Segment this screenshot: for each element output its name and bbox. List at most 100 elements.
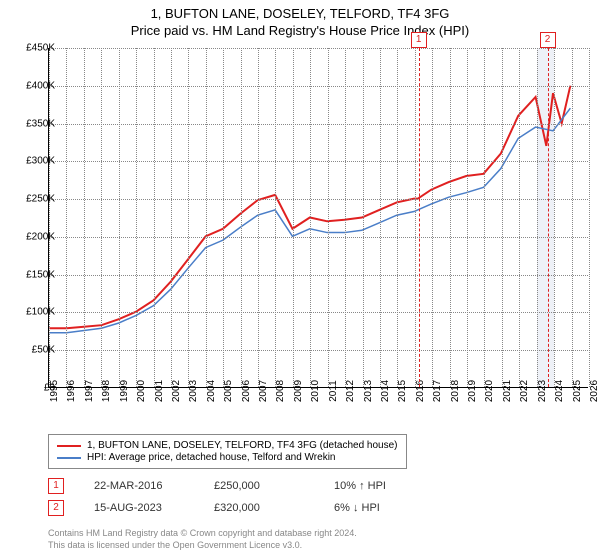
x-tick-label: 2017 [432,380,443,402]
gridline-h [49,350,588,351]
gridline-h [49,237,588,238]
x-tick-label: 2022 [519,380,530,402]
transaction-date: 22-MAR-2016 [94,480,184,492]
x-tick-label: 2015 [397,380,408,402]
gridline-h [49,199,588,200]
x-tick-label: 2010 [310,380,321,402]
attribution: Contains HM Land Registry data © Crown c… [48,528,357,551]
y-tick-label: £50K [32,345,55,356]
x-tick-label: 1996 [66,380,77,402]
y-tick-label: £350K [26,118,55,129]
x-tick-label: 2025 [572,380,583,402]
y-tick-label: £400K [26,80,55,91]
legend-label: HPI: Average price, detached house, Telf… [87,452,336,463]
y-tick-label: £300K [26,156,55,167]
y-tick-label: £150K [26,269,55,280]
legend-swatch [57,445,81,447]
x-tick-label: 2021 [502,380,513,402]
gridline-h [49,161,588,162]
x-tick-label: 2005 [223,380,234,402]
chart-container: 1, BUFTON LANE, DOSELEY, TELFORD, TF4 3F… [0,0,600,560]
x-tick-label: 2004 [206,380,217,402]
transaction-marker: 1 [48,478,64,494]
gridline-v [310,48,311,387]
line-plot-svg [49,48,588,387]
gridline-h [49,124,588,125]
title-line1: 1, BUFTON LANE, DOSELEY, TELFORD, TF4 3F… [0,6,600,21]
legend-item: HPI: Average price, detached house, Telf… [57,452,398,463]
plot-area: 1995199619971998199920002001200220032004… [48,48,588,388]
transaction-date: 15-AUG-2023 [94,502,184,514]
legend: 1, BUFTON LANE, DOSELEY, TELFORD, TF4 3F… [48,434,407,469]
gridline-h [49,48,588,49]
event-marker-line [548,48,549,387]
gridline-v [258,48,259,387]
gridline-v [554,48,555,387]
x-tick-label: 2019 [467,380,478,402]
transaction-row: 1 22-MAR-2016 £250,000 10% ↑ HPI [48,478,424,494]
gridline-h [49,312,588,313]
gridline-v [101,48,102,387]
gridline-v [171,48,172,387]
x-tick-label: 2006 [241,380,252,402]
title-block: 1, BUFTON LANE, DOSELEY, TELFORD, TF4 3F… [0,0,600,38]
gridline-v [450,48,451,387]
gridline-v [66,48,67,387]
x-tick-label: 2011 [328,380,339,402]
gridline-h [49,275,588,276]
gridline-v [397,48,398,387]
title-line2: Price paid vs. HM Land Registry's House … [0,23,600,38]
x-tick-label: 2012 [345,380,356,402]
gridline-v [275,48,276,387]
x-tick-label: 2001 [154,380,165,402]
transactions-table: 1 22-MAR-2016 £250,000 10% ↑ HPI 2 15-AU… [48,478,424,522]
gridline-v [537,48,538,387]
x-tick-label: 2018 [450,380,461,402]
gridline-v [206,48,207,387]
event-marker-box: 2 [540,32,556,48]
transaction-price: £250,000 [214,480,304,492]
x-tick-label: 2002 [171,380,182,402]
gridline-v [84,48,85,387]
x-tick-label: 1998 [101,380,112,402]
transaction-marker: 2 [48,500,64,516]
event-marker-box: 1 [411,32,427,48]
gridline-v [467,48,468,387]
x-tick-label: 2007 [258,380,269,402]
gridline-v [380,48,381,387]
transaction-delta: 6% ↓ HPI [334,502,424,514]
attribution-line1: Contains HM Land Registry data © Crown c… [48,528,357,540]
gridline-v [363,48,364,387]
x-tick-label: 2026 [589,380,600,402]
x-tick-label: 1997 [84,380,95,402]
x-tick-label: 2009 [293,380,304,402]
gridline-v [415,48,416,387]
gridline-v [502,48,503,387]
gridline-v [119,48,120,387]
x-tick-label: 2013 [363,380,374,402]
x-tick-label: 2016 [415,380,426,402]
gridline-h [49,86,588,87]
attribution-line2: This data is licensed under the Open Gov… [48,540,357,552]
x-tick-label: 2008 [275,380,286,402]
gridline-v [223,48,224,387]
legend-swatch [57,457,81,459]
legend-label: 1, BUFTON LANE, DOSELEY, TELFORD, TF4 3F… [87,440,398,451]
transaction-delta: 10% ↑ HPI [334,480,424,492]
gridline-v [484,48,485,387]
gridline-v [432,48,433,387]
gridline-v [136,48,137,387]
gridline-v [589,48,590,387]
event-marker-line [419,48,420,387]
gridline-v [49,48,50,387]
x-tick-label: 2000 [136,380,147,402]
gridline-v [154,48,155,387]
x-tick-label: 2020 [484,380,495,402]
transaction-row: 2 15-AUG-2023 £320,000 6% ↓ HPI [48,500,424,516]
legend-item: 1, BUFTON LANE, DOSELEY, TELFORD, TF4 3F… [57,440,398,451]
y-tick-label: £0 [44,383,55,394]
y-tick-label: £450K [26,43,55,54]
y-tick-label: £200K [26,231,55,242]
x-tick-label: 2003 [188,380,199,402]
transaction-price: £320,000 [214,502,304,514]
